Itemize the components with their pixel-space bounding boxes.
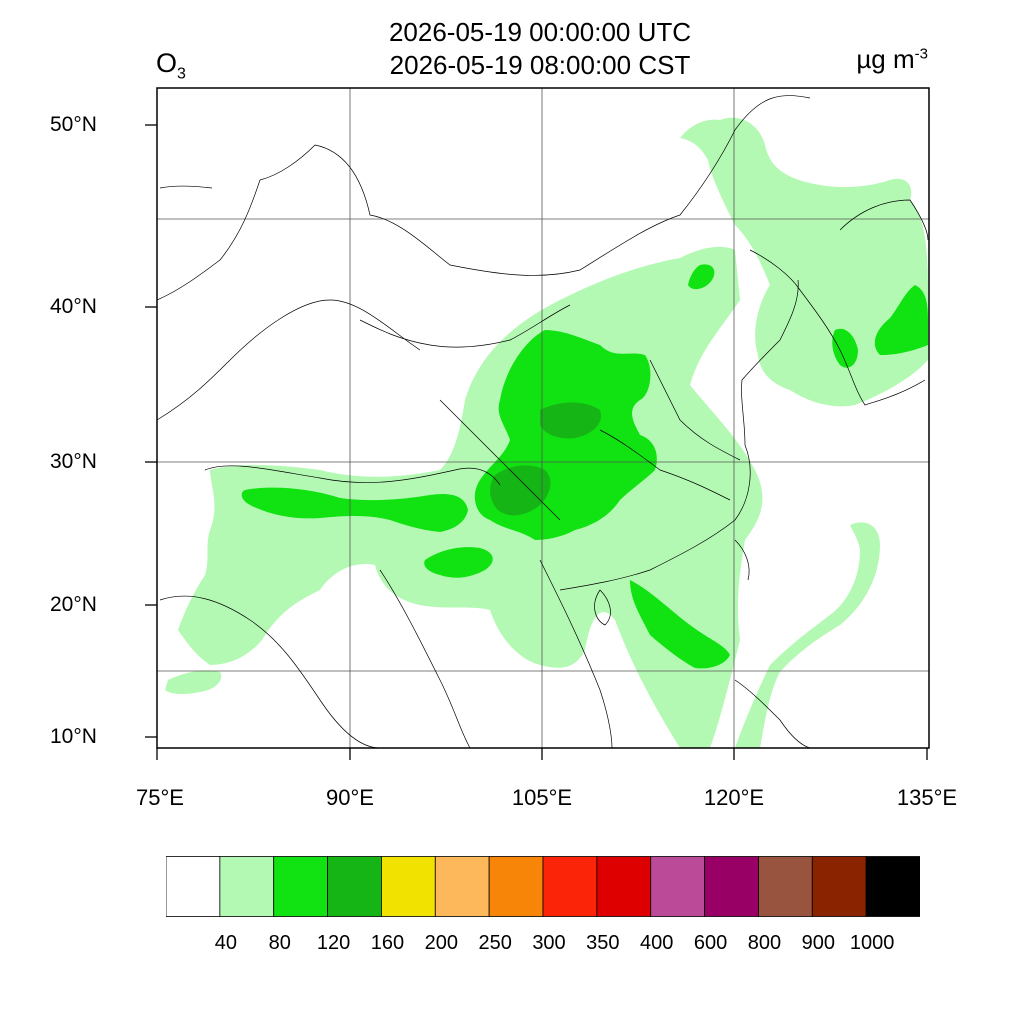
lat-label-10: 10°N: [50, 725, 97, 748]
title-cst: 2026-05-19 08:00:00 CST: [389, 50, 691, 80]
colorbar: [166, 856, 920, 917]
colorbar-label: 350: [586, 932, 620, 954]
lat-label-20: 20°N: [50, 593, 97, 616]
lon-label-120: 120°E: [703, 785, 765, 810]
title-utc: 2026-05-19 00:00:00 UTC: [388, 17, 692, 47]
colorbar-swatch: [166, 856, 221, 917]
colorbar-label: 160: [370, 932, 405, 954]
colorbar-swatch: [434, 856, 490, 917]
colorbar-label: 250: [478, 932, 512, 954]
colorbar-swatch: [596, 856, 652, 917]
colorbar-label: 600: [693, 932, 728, 954]
colorbar-label: 900: [801, 932, 835, 954]
colorbar-swatch: [488, 856, 544, 917]
colorbar-label: 800: [747, 932, 782, 954]
map-frame: [156, 87, 930, 749]
species-main: O: [156, 48, 178, 78]
colorbar-swatch: [381, 856, 436, 917]
colorbar-swatch: [327, 856, 382, 917]
units-exponent: -3: [914, 45, 928, 63]
colorbar-swatch: [865, 856, 920, 917]
axis-ticks: [145, 124, 928, 760]
colorbar-swatch: [650, 856, 705, 917]
lat-label-40: 40°N: [50, 295, 97, 318]
boundaries: [157, 95, 929, 748]
units-label: µg m-3: [856, 44, 928, 75]
colorbar-label: 300: [532, 932, 566, 954]
colorbar-swatch: [704, 856, 759, 917]
colorbar-swatch: [758, 856, 813, 917]
colorbar-label: 1000: [849, 932, 895, 954]
species-subscript: 3: [177, 65, 186, 83]
lon-label-135: 135°E: [896, 785, 958, 810]
colorbar-swatch: [811, 856, 867, 917]
colorbar-label: 80: [268, 932, 291, 954]
colorbar-label: 200: [424, 932, 458, 954]
units-main: µg m: [856, 44, 915, 74]
o3-field-120-160: [490, 402, 601, 516]
graticule: [157, 88, 929, 748]
species-label: O3: [156, 48, 186, 83]
lat-label-50: 50°N: [50, 113, 97, 136]
colorbar-label: 40: [214, 932, 237, 954]
lon-label-90: 90°E: [326, 785, 374, 810]
colorbar-label: 120: [316, 932, 351, 954]
colorbar-swatch: [273, 856, 328, 917]
colorbar-label: 400: [640, 932, 674, 954]
colorbar-swatch: [219, 856, 275, 917]
colorbar-swatch: [542, 856, 598, 917]
lon-label-105: 105°E: [511, 785, 573, 810]
lat-label-30: 30°N: [50, 450, 97, 473]
lon-label-75: 75°E: [136, 785, 184, 810]
